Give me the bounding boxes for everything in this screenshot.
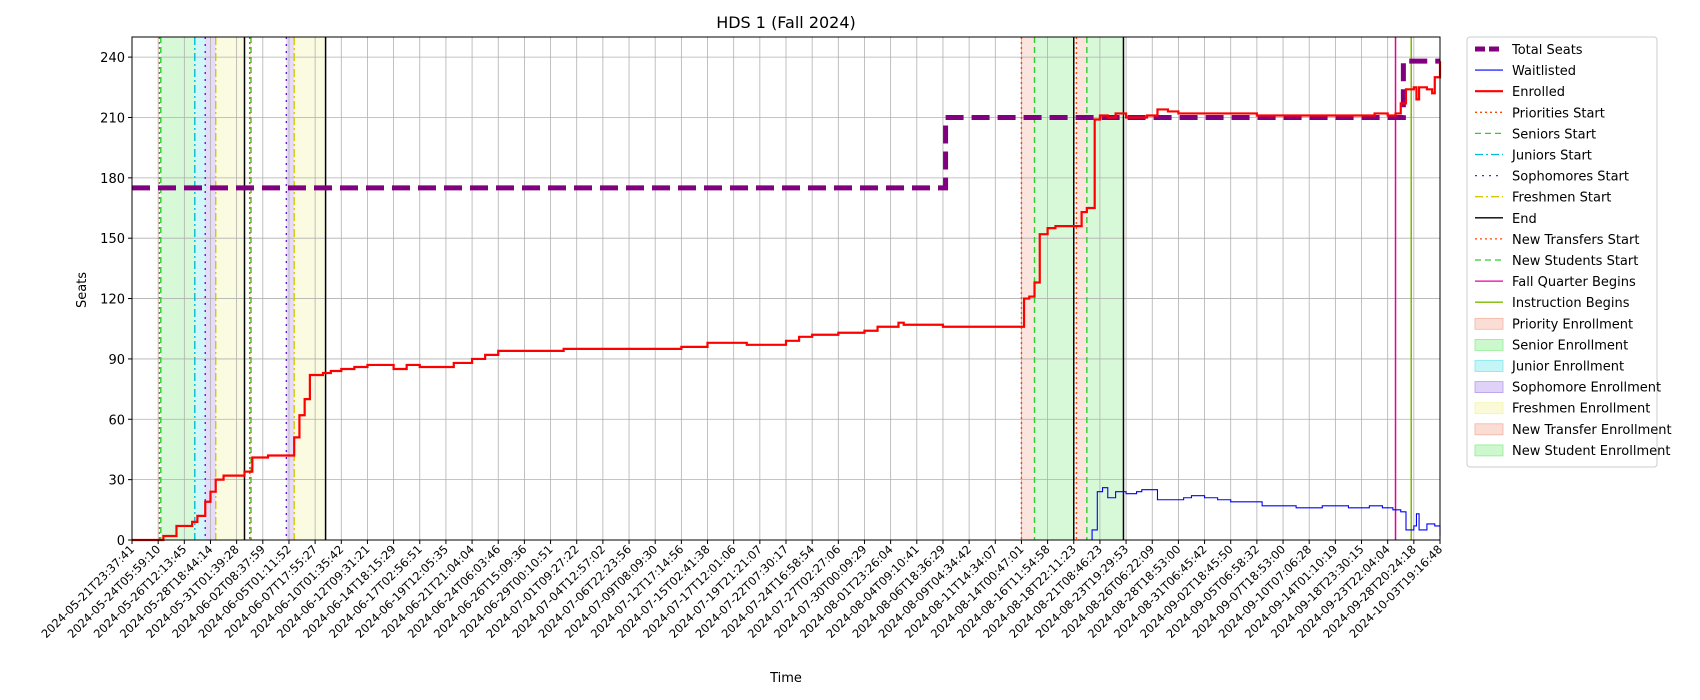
y-tick-label: 90 bbox=[108, 353, 125, 368]
y-tick-label: 30 bbox=[108, 474, 125, 489]
legend-label: Waitlisted bbox=[1512, 64, 1576, 79]
legend-swatch bbox=[1474, 444, 1504, 457]
legend-label: Fall Quarter Begins bbox=[1512, 275, 1636, 290]
y-tick-label: 60 bbox=[108, 413, 125, 428]
legend-label: Priorities Start bbox=[1512, 106, 1605, 121]
grid-lines bbox=[131, 37, 1441, 541]
legend-label: New Transfers Start bbox=[1512, 233, 1639, 248]
series-line bbox=[132, 487, 1441, 541]
series-line bbox=[132, 61, 1442, 542]
y-tick-label: 210 bbox=[100, 111, 125, 126]
legend-box bbox=[1466, 36, 1658, 468]
shaded-region bbox=[194, 37, 206, 540]
legend-label: Freshmen Enrollment bbox=[1512, 402, 1650, 417]
shaded-region bbox=[1086, 37, 1124, 540]
event-lines bbox=[158, 37, 1412, 540]
y-tick-label: 0 bbox=[117, 534, 125, 549]
x-axis-label: Time bbox=[769, 671, 802, 686]
y-axis-label: Seats bbox=[75, 272, 90, 308]
legend-label: End bbox=[1512, 212, 1537, 227]
y-axis: 0 30 60 90 120 150 180 210 240 bbox=[100, 51, 132, 549]
legend-label: Junior Enrollment bbox=[1511, 360, 1624, 375]
legend: Total Seats Waitlisted Enrolled Priorities … bbox=[1466, 36, 1672, 468]
chart-title: HDS 1 (Fall 2024) bbox=[716, 13, 856, 32]
shaded-region bbox=[1021, 37, 1035, 540]
legend-swatch bbox=[1474, 402, 1504, 415]
shaded-region bbox=[1034, 37, 1074, 540]
legend-label: Sophomore Enrollment bbox=[1512, 381, 1661, 396]
legend-swatch bbox=[1474, 360, 1504, 372]
y-tick-label: 150 bbox=[100, 232, 125, 247]
shaded-region bbox=[160, 37, 195, 540]
legend-label: New Transfer Enrollment bbox=[1512, 423, 1672, 438]
shaded-region bbox=[286, 37, 295, 540]
data-series bbox=[132, 58, 1442, 542]
legend-label: Instruction Begins bbox=[1512, 296, 1630, 311]
legend-label: Total Seats bbox=[1511, 43, 1583, 58]
legend-swatch bbox=[1474, 338, 1504, 351]
legend-label: Juniors Start bbox=[1511, 149, 1592, 164]
y-tick-label: 180 bbox=[100, 172, 125, 187]
legend-label: Freshmen Start bbox=[1512, 191, 1611, 206]
legend-label: Senior Enrollment bbox=[1512, 338, 1628, 353]
x-axis: 2024-05-21T23:37:412024-05-24T05:59:1020… bbox=[38, 540, 1445, 641]
legend-label: New Student Enrollment bbox=[1512, 444, 1670, 459]
legend-label: Seniors Start bbox=[1512, 127, 1596, 142]
legend-swatch bbox=[1474, 381, 1504, 394]
legend-label: Priority Enrollment bbox=[1512, 317, 1633, 332]
legend-label: New Students Start bbox=[1512, 254, 1638, 269]
shaded-region bbox=[294, 37, 326, 540]
y-tick-label: 120 bbox=[100, 293, 125, 308]
legend-swatch bbox=[1474, 317, 1504, 330]
legend-label: Sophomores Start bbox=[1512, 170, 1629, 185]
y-tick-label: 240 bbox=[100, 51, 125, 66]
shaded-regions bbox=[160, 37, 1124, 540]
legend-label: Enrolled bbox=[1512, 85, 1565, 100]
series-line bbox=[132, 58, 1440, 191]
shaded-region bbox=[1076, 37, 1087, 540]
shaded-region bbox=[215, 37, 245, 540]
legend-swatch bbox=[1474, 423, 1504, 436]
